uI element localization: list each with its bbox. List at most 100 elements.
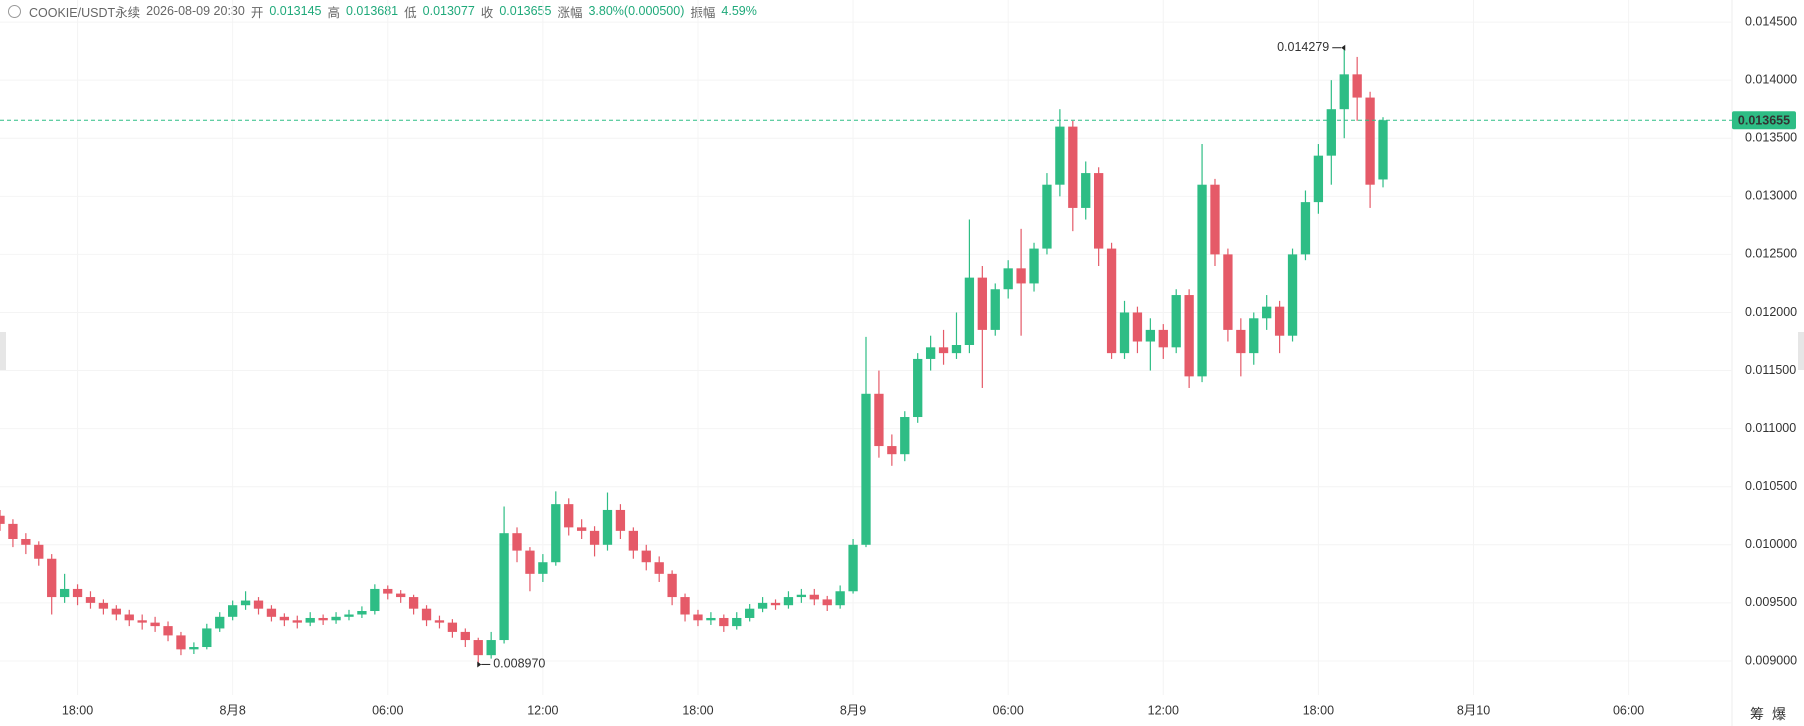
candle-body	[1068, 126, 1078, 208]
x-tick-label: 12:00	[1148, 703, 1179, 717]
candle-body	[512, 533, 522, 551]
candle-body	[757, 602, 768, 609]
candle-body	[421, 608, 432, 621]
candle-body	[1184, 295, 1194, 377]
candle-body	[745, 608, 755, 618]
candle-body	[1287, 254, 1298, 336]
candle-body	[1042, 184, 1052, 249]
candle-body	[706, 617, 716, 621]
left-panel-tab[interactable]	[0, 332, 6, 370]
candle-body	[822, 599, 832, 606]
candle-body	[408, 597, 419, 609]
footer-icon[interactable]: 筹	[1750, 706, 1772, 722]
footer-icon[interactable]: 爆	[1772, 706, 1794, 722]
candle-body	[1223, 254, 1233, 330]
candle-body	[887, 446, 897, 455]
candle-body	[279, 616, 290, 621]
candle-body	[602, 509, 613, 545]
field-label: 低	[404, 5, 417, 20]
candle-body	[861, 393, 871, 545]
x-tick-label: 06:00	[372, 703, 403, 717]
right-panel-tab[interactable]	[1798, 332, 1804, 370]
candle-body	[396, 593, 406, 598]
x-tick-label: 8月8	[219, 703, 245, 717]
annotation-label: 0.008970	[493, 657, 545, 671]
candle-body	[1300, 202, 1311, 255]
candle-body	[1365, 97, 1375, 185]
candle-body	[111, 608, 121, 615]
candle-body	[1210, 184, 1220, 255]
candle-body	[1274, 306, 1285, 336]
candle-body	[1132, 312, 1143, 342]
x-tick-label: 18:00	[682, 703, 713, 717]
candle-body	[680, 597, 690, 615]
candle-body	[1171, 295, 1181, 348]
candle-body	[370, 588, 380, 612]
candle-body	[460, 631, 470, 641]
field-value: 0.013077	[422, 4, 475, 18]
candle-body	[1016, 268, 1026, 284]
annotation-arrowhead	[477, 661, 482, 668]
candle-body	[1326, 109, 1336, 156]
candle-body	[202, 628, 212, 648]
y-tick-label: 0.013500	[1745, 131, 1797, 145]
candle-body	[1378, 120, 1388, 180]
y-tick-label: 0.012000	[1745, 305, 1797, 319]
candle-body	[98, 602, 109, 609]
candle-body	[990, 289, 1000, 330]
candle-body	[1339, 74, 1349, 110]
candle-body	[783, 597, 794, 606]
candle-body	[189, 647, 199, 650]
field-value: 4.59%	[721, 4, 757, 18]
y-tick-label: 0.009500	[1745, 595, 1797, 609]
candle-body	[47, 558, 57, 598]
candle-body	[1119, 312, 1130, 354]
candle-body	[150, 622, 160, 627]
candle-body	[900, 417, 910, 455]
header-icon[interactable]	[8, 4, 21, 18]
candle-body	[34, 544, 44, 559]
candle-body	[1003, 268, 1013, 290]
candle-body	[331, 616, 341, 621]
candle-body	[615, 509, 626, 531]
x-tick-label: 18:00	[62, 703, 93, 717]
candle-body	[938, 347, 949, 354]
x-tick-label: 8月9	[840, 703, 866, 717]
candle-body	[163, 626, 173, 636]
candle-body	[1236, 329, 1246, 354]
candle-body	[1029, 248, 1039, 284]
candle-body	[951, 345, 962, 354]
candle-body	[925, 347, 936, 359]
y-tick-label: 0.011000	[1745, 421, 1796, 435]
last-price-box	[1732, 111, 1796, 130]
candle-body	[473, 640, 483, 656]
candle-body	[538, 562, 548, 574]
y-tick-label: 0.010000	[1745, 537, 1797, 551]
candle-body	[589, 530, 600, 545]
field-label: 开	[250, 5, 264, 20]
field-value: 0.013655	[499, 4, 552, 18]
candle-body	[0, 515, 5, 524]
candle-body	[1197, 184, 1207, 377]
header: COOKIE/USDT永续 2026-08-09 20:30 开 0.013145…	[8, 2, 757, 20]
candle-body	[85, 597, 96, 603]
candle-body	[176, 635, 186, 650]
candle-body	[525, 550, 535, 574]
x-tick-label: 8月10	[1457, 703, 1490, 717]
candle-body	[344, 614, 354, 617]
field-value: 0.013681	[346, 4, 399, 18]
candle-body	[1352, 74, 1362, 98]
candle-body	[59, 588, 70, 598]
field-value: 3.80%(0.000500)	[588, 4, 685, 18]
field-label: 振幅	[690, 5, 716, 20]
field-label: 涨幅	[557, 5, 583, 20]
candle-body	[240, 600, 251, 606]
candle-body	[809, 594, 819, 600]
candle-body	[964, 277, 975, 345]
candle-body	[318, 617, 328, 621]
field-value: 0.013145	[269, 4, 322, 18]
y-tick-label: 0.009000	[1745, 653, 1797, 667]
candle-body	[1145, 329, 1156, 342]
candle-body	[913, 358, 923, 418]
last-price-label: 0.013655	[1738, 114, 1790, 128]
